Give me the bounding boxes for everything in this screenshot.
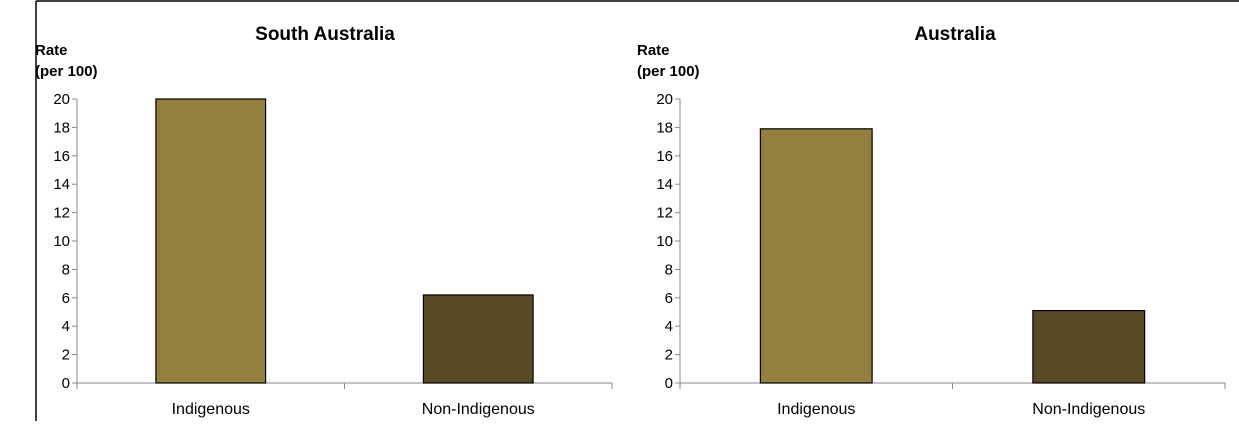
- x-category-label: Indigenous: [777, 401, 855, 418]
- y-axis-label-line-2: (per 100): [637, 63, 700, 80]
- y-tick-label: 12: [53, 205, 70, 222]
- chart-panel-1: South Australia Rate (per 100) 0 2 4 6 8 10 12 14 1…: [35, 24, 613, 418]
- y-tick-label: 14: [53, 176, 70, 193]
- chart-title: Australia: [914, 24, 996, 45]
- y-tick-label: 12: [656, 205, 673, 222]
- chart-panel-2: Australia Rate (per 100) 0 2 4 6 8 10 12 14 16 18 20 I…: [637, 24, 1226, 418]
- y-tick-label: 20: [656, 91, 673, 108]
- y-tick-label: 8: [665, 261, 673, 278]
- y-tick-label: 2: [62, 347, 70, 364]
- y-tick-label: 6: [62, 290, 70, 307]
- y-axis-label-line-1: Rate: [35, 42, 68, 59]
- chart-title: South Australia: [255, 24, 395, 45]
- y-tick-label: 20: [53, 91, 70, 108]
- y-tick-label: 6: [665, 290, 673, 307]
- bar-indigenous: [759, 128, 873, 384]
- y-tick-label: 4: [665, 318, 673, 335]
- y-tick-label: 14: [656, 176, 673, 193]
- y-tick-label: 10: [656, 233, 673, 250]
- y-tick-label: 18: [656, 119, 673, 136]
- y-tick-label: 0: [62, 375, 70, 392]
- y-tick-label: 0: [665, 375, 673, 392]
- y-tick-label: 2: [665, 347, 673, 364]
- y-axis-label-line-2: (per 100): [35, 63, 98, 80]
- y-tick-label: 10: [53, 233, 70, 250]
- y-tick-label: 16: [53, 148, 70, 165]
- x-category-label: Non-Indigenous: [1032, 401, 1145, 418]
- y-tick-label: 8: [62, 261, 70, 278]
- y-tick-label: 4: [62, 318, 70, 335]
- y-tick-label: 18: [53, 119, 70, 136]
- bar-non-indigenous: [1032, 309, 1146, 384]
- y-tick-label: 16: [656, 148, 673, 165]
- bar-indigenous: [155, 98, 267, 384]
- x-category-label: Non-Indigenous: [422, 401, 535, 418]
- y-axis-label-line-1: Rate: [637, 42, 670, 59]
- bar-non-indigenous: [422, 294, 534, 384]
- x-category-label: Indigenous: [172, 401, 250, 418]
